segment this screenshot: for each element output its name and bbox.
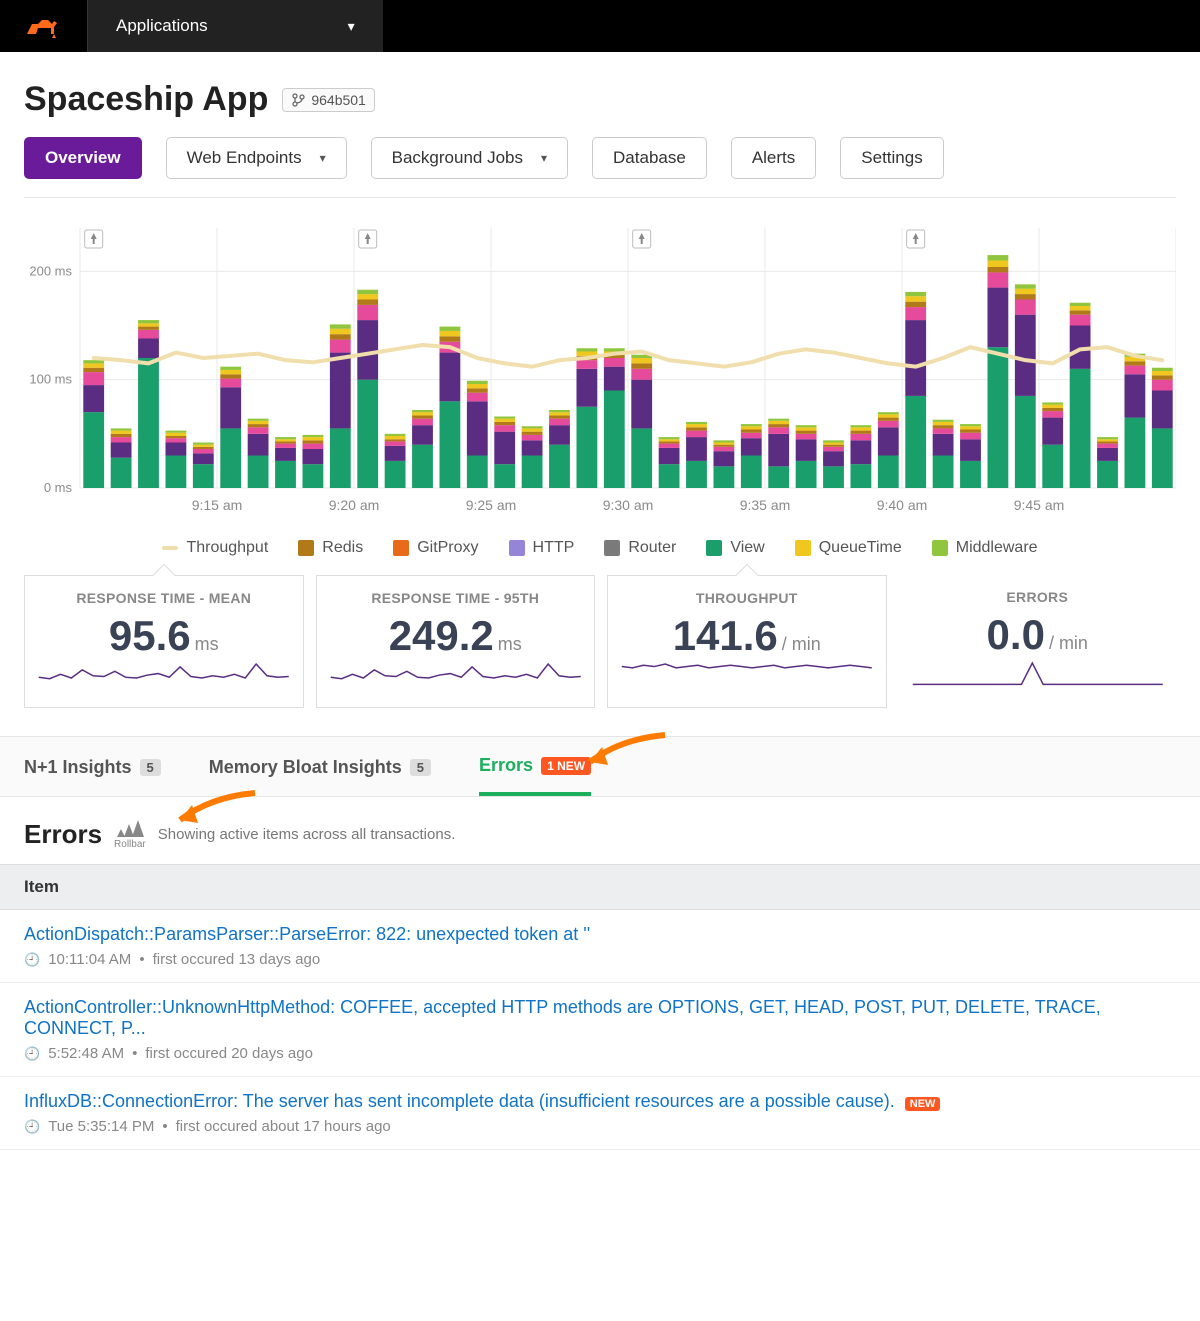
sparkline xyxy=(35,660,293,696)
commit-hash: 964b501 xyxy=(311,92,366,108)
error-row: ActionController::UnknownHttpMethod: COF… xyxy=(0,983,1200,1077)
stats-row: RESPONSE TIME - MEAN95.6msRESPONSE TIME … xyxy=(0,575,1200,708)
count-badge: 5 xyxy=(140,759,161,776)
error-meta: 🕘 Tue 5:35:14 PM • first occured about 1… xyxy=(24,1118,1176,1135)
insight-tab-errors[interactable]: Errors 1 NEW xyxy=(479,755,591,796)
error-link[interactable]: ActionDispatch::ParamsParser::ParseError… xyxy=(24,924,590,944)
tab-background-jobs[interactable]: Background Jobs▾ xyxy=(371,137,568,179)
main-chart: 0 ms 100 ms 200 ms 9:15 am 9:20 am 9:25 am 9:3… xyxy=(0,198,1200,567)
rollbar-icon xyxy=(115,819,145,839)
svg-text:200 ms: 200 ms xyxy=(29,263,72,278)
errors-header: Errors Rollbar Showing active items acro… xyxy=(0,797,1200,864)
legend-item[interactable]: HTTP xyxy=(509,539,575,557)
legend-swatch xyxy=(393,540,409,556)
new-badge: NEW xyxy=(905,1097,941,1111)
app-title: Spaceship App xyxy=(24,80,268,119)
legend-item[interactable]: GitProxy xyxy=(393,539,478,557)
main-tabs: Overview Web Endpoints▾ Background Jobs▾… xyxy=(24,137,1176,198)
sparkline xyxy=(618,660,876,696)
legend-item[interactable]: View xyxy=(706,539,764,557)
stat-title: ERRORS xyxy=(909,589,1167,605)
legend-swatch xyxy=(604,540,620,556)
logo[interactable] xyxy=(0,0,88,52)
svg-text:9:20 am: 9:20 am xyxy=(329,497,380,513)
stat-card[interactable]: ERRORS 0.0/ min xyxy=(899,575,1177,708)
stat-card[interactable]: THROUGHPUT 141.6/ min xyxy=(607,575,887,708)
legend-item[interactable]: Middleware xyxy=(932,539,1038,557)
legend-swatch xyxy=(509,540,525,556)
chart-legend: Throughput Redis GitProxy HTTP Router View Que… xyxy=(24,539,1176,557)
stat-card[interactable]: RESPONSE TIME - 95TH 249.2ms xyxy=(316,575,596,708)
stat-value: 95.6ms xyxy=(35,612,293,660)
git-branch-icon xyxy=(291,93,305,107)
svg-text:9:35 am: 9:35 am xyxy=(740,497,791,513)
svg-text:100 ms: 100 ms xyxy=(29,372,72,387)
stat-title: RESPONSE TIME - MEAN xyxy=(35,590,293,606)
response-time-chart[interactable]: 0 ms 100 ms 200 ms 9:15 am 9:20 am 9:25 am 9:3… xyxy=(24,218,1176,518)
svg-text:9:45 am: 9:45 am xyxy=(1014,497,1065,513)
chevron-down-icon: ▾ xyxy=(320,151,326,165)
svg-text:9:40 am: 9:40 am xyxy=(877,497,928,513)
errors-table-header: Item xyxy=(0,864,1200,910)
nav-label: Applications xyxy=(116,16,208,36)
tab-alerts[interactable]: Alerts xyxy=(731,137,816,179)
stat-value: 141.6/ min xyxy=(618,612,876,660)
new-badge: 1 NEW xyxy=(541,757,591,775)
error-meta: 🕘 10:11:04 AM • first occured 13 days ag… xyxy=(24,951,1176,968)
topbar: Applications ▾ xyxy=(0,0,1200,52)
applications-dropdown[interactable]: Applications ▾ xyxy=(88,0,383,52)
legend-swatch xyxy=(795,540,811,556)
clock-icon: 🕘 xyxy=(24,952,40,968)
stat-card[interactable]: RESPONSE TIME - MEAN 95.6ms xyxy=(24,575,304,708)
tab-overview[interactable]: Overview xyxy=(24,137,142,179)
error-row: InfluxDB::ConnectionError: The server ha… xyxy=(0,1077,1200,1150)
page-header: Spaceship App 964b501 Overview Web Endpo… xyxy=(0,52,1200,198)
error-meta: 🕘 5:52:48 AM • first occured 20 days ago xyxy=(24,1045,1176,1062)
error-link[interactable]: ActionController::UnknownHttpMethod: COF… xyxy=(24,997,1101,1038)
insight-tab-memory[interactable]: Memory Bloat Insights 5 xyxy=(209,757,431,794)
sparkline xyxy=(327,660,585,696)
errors-table-body: ActionDispatch::ParamsParser::ParseError… xyxy=(0,910,1200,1150)
errors-title: Errors xyxy=(24,819,102,850)
stat-title: THROUGHPUT xyxy=(618,590,876,606)
chevron-down-icon: ▾ xyxy=(541,151,547,165)
tab-settings[interactable]: Settings xyxy=(840,137,943,179)
legend-swatch xyxy=(932,540,948,556)
count-badge: 5 xyxy=(410,759,431,776)
stat-value: 249.2ms xyxy=(327,612,585,660)
tab-database[interactable]: Database xyxy=(592,137,707,179)
clock-icon: 🕘 xyxy=(24,1046,40,1062)
legend-swatch xyxy=(706,540,722,556)
legend-item[interactable]: Router xyxy=(604,539,676,557)
insights-tabs: N+1 Insights 5 Memory Bloat Insights 5 E… xyxy=(0,736,1200,797)
svg-text:9:25 am: 9:25 am xyxy=(466,497,517,513)
stat-value: 0.0/ min xyxy=(909,611,1167,659)
legend-item[interactable]: QueueTime xyxy=(795,539,902,557)
svg-text:0 ms: 0 ms xyxy=(44,480,73,495)
svg-text:9:30 am: 9:30 am xyxy=(603,497,654,513)
rollbar-logo: Rollbar xyxy=(114,819,146,850)
svg-text:9:15 am: 9:15 am xyxy=(192,497,243,513)
errors-subtitle: Showing active items across all transact… xyxy=(158,826,456,843)
legend-swatch xyxy=(298,540,314,556)
stat-title: RESPONSE TIME - 95TH xyxy=(327,590,585,606)
legend-item[interactable]: Redis xyxy=(298,539,363,557)
chevron-down-icon: ▾ xyxy=(348,18,355,35)
insight-tab-n1[interactable]: N+1 Insights 5 xyxy=(24,757,161,794)
annotation-arrow-icon xyxy=(580,727,670,777)
tab-web-endpoints[interactable]: Web Endpoints▾ xyxy=(166,137,347,179)
legend-swatch xyxy=(162,546,178,550)
dog-logo-icon xyxy=(24,12,64,40)
clock-icon: 🕘 xyxy=(24,1119,40,1135)
legend-item[interactable]: Throughput xyxy=(162,539,268,557)
error-link[interactable]: InfluxDB::ConnectionError: The server ha… xyxy=(24,1091,895,1111)
error-row: ActionDispatch::ParamsParser::ParseError… xyxy=(0,910,1200,983)
commit-badge[interactable]: 964b501 xyxy=(282,88,375,112)
sparkline xyxy=(909,659,1167,695)
